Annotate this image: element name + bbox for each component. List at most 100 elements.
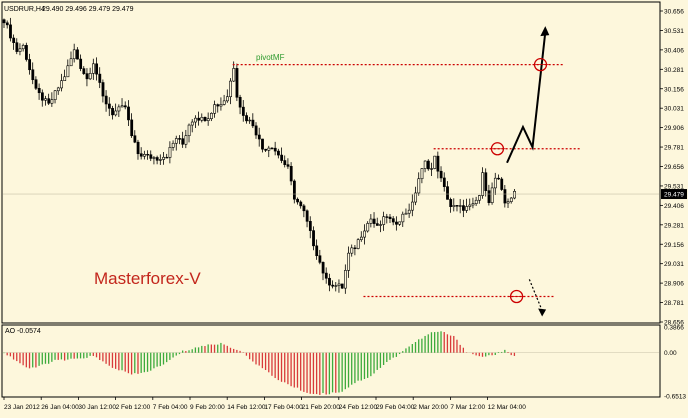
candle-body [181,138,185,145]
candle-body [76,49,79,60]
ao-tick-label: 0.00 [664,350,677,357]
candle-body [471,203,475,206]
candle-body [60,80,63,89]
candle-body [47,98,51,104]
candle-body [270,147,274,150]
candle-body [18,48,22,52]
candle-body [462,205,465,211]
price-tick-label: 30.656 [664,9,684,16]
time-tick-label: 30 Jan 12:00 [78,404,116,411]
price-panel-frame [1,1,661,324]
ao-axis: 0.3866 0.00 -0.6513 [659,325,686,401]
candle-body [372,218,376,224]
price-tick-label: 29.281 [664,222,684,229]
ohlc-readout: 29.490 29.496 29.479 29.479 [42,6,134,13]
candle-body [200,116,204,121]
candle-body [417,178,421,194]
candle-body [171,142,175,148]
candle-body [350,247,354,254]
candle-body [146,154,150,156]
candle-body [56,87,60,92]
candle-body [366,223,370,232]
time-tick-label: 26 Jan 04:00 [41,404,79,411]
candle-body [25,45,28,60]
candle-body [159,159,162,161]
forecast-down-arrowhead [538,308,547,317]
candle-body [414,192,418,203]
candle-body [232,68,236,82]
candle-body [455,205,459,207]
price-tick-label: 30.531 [664,28,684,35]
candle-body [334,285,338,287]
time-tick-label: 23 Jan 2012 [4,404,40,411]
candle-body [245,115,248,122]
candle-body [37,88,41,94]
candle-body [411,201,414,211]
time-tick-label: 9 Feb 20:00 [190,404,225,411]
time-tick-label: 7 Feb 04:00 [153,404,188,411]
ao-tick-label: -0.6513 [664,394,686,401]
candle-body [296,198,299,203]
candle-body [395,221,398,225]
candle-body [481,172,485,196]
price-tick-label: 29.406 [664,203,684,210]
candle-body [404,212,408,215]
candle-body [497,177,500,180]
current-price-label: 29.479 [664,192,684,199]
price-tick-label: 29.031 [664,261,684,268]
candle-body [168,147,172,158]
time-axis: 23 Jan 2012 26 Jan 04:00 30 Jan 12:00 2 Feb… [3,397,526,411]
candle-body [210,113,213,119]
candle-body [21,45,25,50]
price-tick-label: 29.656 [664,164,684,171]
candle-body [206,118,210,121]
candle-body [261,138,264,150]
ao-bar-group [3,331,659,395]
candle-body [222,100,226,105]
candle-body [184,135,188,145]
candle-body [331,284,335,287]
candle-body [165,156,169,159]
candle-body [305,210,309,222]
candle-body [187,124,191,137]
time-tick-label: 29 Feb 04:00 [376,404,415,411]
candle-body [493,177,497,189]
candle-body [439,170,443,179]
candle-body [190,121,194,126]
ao-tick-label: 0.3866 [664,325,684,332]
price-tick-label: 29.906 [664,125,684,132]
candle-body [114,110,118,116]
candle-body [513,191,516,199]
candle-body [289,166,293,182]
candle-body [388,216,392,219]
price-axis: 30.656 30.531 30.406 30.281 30.156 30.031 29.9… [3,2,687,327]
candle-body [34,79,38,89]
candle-body [226,96,229,102]
candle-body [257,134,261,140]
price-tick-label: 28.906 [664,281,684,288]
candle-body [69,58,73,67]
candle-body [382,216,386,225]
candle-body [315,245,319,257]
forecast-up-arrowhead [540,26,550,37]
candle-body [203,116,207,121]
candle-body [251,119,255,127]
candle-body [277,150,280,156]
time-tick-label: 17 Feb 04:00 [264,404,303,411]
candle-body [436,155,440,172]
forecast-up-path [506,32,547,164]
candle-body [347,252,351,271]
candle-body [79,58,83,69]
candle-body [174,138,178,144]
price-tick-label: 29.531 [664,183,684,190]
candle-body [426,160,430,170]
candle-body [509,197,513,202]
candle-body [500,178,504,190]
price-tick-label: 28.656 [664,320,684,327]
candle-body [487,190,491,203]
candle-body [506,201,510,204]
candle-body [442,177,446,187]
candle-body [267,147,271,151]
